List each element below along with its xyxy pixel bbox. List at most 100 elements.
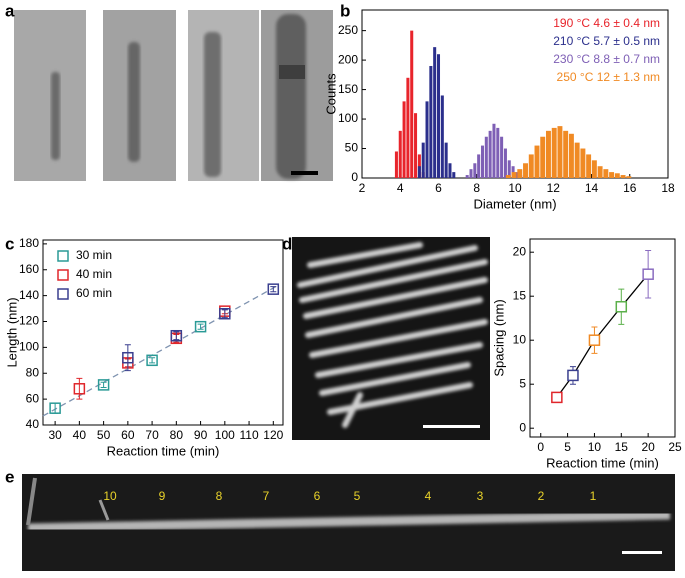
y-tick-label: 20 (513, 244, 527, 258)
histogram-bar (620, 175, 626, 178)
marker (170, 329, 183, 342)
marker (146, 354, 158, 367)
histogram-bar (614, 173, 620, 178)
micrographs-a (14, 10, 333, 181)
x-tick-label: 20 (641, 440, 655, 454)
histogram-bar (557, 126, 563, 178)
histogram-bar (473, 163, 477, 178)
marker (551, 391, 563, 404)
spot-label: 5 (354, 489, 361, 503)
marker (73, 383, 86, 395)
marker (122, 351, 134, 364)
y-tick-label: 50 (345, 141, 359, 155)
y-axis-label: Length (nm) (4, 297, 19, 367)
error-bar (76, 377, 83, 400)
marker (642, 268, 654, 280)
spot-label: 1 (590, 489, 597, 503)
legend-marker (57, 250, 69, 262)
y-tick-label: 160 (19, 262, 39, 276)
spot-label: 4 (425, 489, 432, 503)
x-tick-label: 80 (170, 428, 184, 442)
histogram-bar (414, 113, 418, 178)
y-tick-label: 180 (19, 236, 39, 250)
legend-entry: 30 min (76, 248, 112, 262)
x-tick-label: 2 (359, 181, 366, 195)
x-tick-label: 6 (435, 181, 442, 195)
y-tick-label: 140 (19, 288, 39, 302)
histogram-bar (511, 172, 517, 178)
y-tick-label: 250 (338, 23, 358, 37)
plot-frame (42, 239, 284, 426)
x-tick-label: 5 (564, 440, 571, 454)
x-tick-label: 18 (661, 181, 675, 195)
histogram-bar (444, 142, 448, 178)
legend-entry: 250 °C 12 ± 1.3 nm (557, 70, 660, 84)
error-bar (100, 381, 107, 388)
y-tick-label: 100 (338, 111, 358, 125)
histogram-bar (477, 154, 481, 178)
histogram-bar (484, 136, 488, 178)
histogram-bar (421, 142, 425, 178)
histogram-bar (480, 145, 484, 178)
micrograph-d (292, 237, 490, 440)
plot-frame (529, 238, 676, 438)
panel-label: d (282, 234, 292, 253)
histogram-bar (469, 169, 473, 178)
marker (615, 301, 628, 313)
histogram-bar (505, 175, 511, 178)
x-tick-label: 70 (145, 428, 159, 442)
x-tick-label: 40 (73, 428, 87, 442)
x-tick-label: 10 (588, 440, 602, 454)
histogram-bar (402, 101, 406, 178)
error-bar (124, 344, 131, 372)
histogram-bar (500, 136, 504, 178)
panel-label: c (5, 234, 14, 253)
histogram-bar (563, 130, 569, 178)
micrograph-e (22, 474, 675, 571)
y-tick-label: 150 (338, 82, 358, 96)
x-tick-label: 30 (48, 428, 62, 442)
marker (267, 283, 280, 295)
error-bar (221, 309, 228, 319)
x-axis-label: Reaction time (min) (107, 443, 220, 458)
y-tick-label: 10 (513, 332, 527, 346)
histogram-bar (511, 166, 515, 178)
histogram-bar (551, 127, 557, 178)
histogram-bar (580, 148, 586, 178)
x-tick-label: 25 (668, 440, 682, 454)
marker (49, 402, 61, 414)
y-tick-label: 15 (513, 288, 527, 302)
histogram-bar (425, 101, 429, 178)
y-tick-label: 5 (519, 376, 526, 390)
x-tick-label: 60 (121, 428, 135, 442)
y-tick-label: 40 (26, 417, 40, 431)
x-axis-label: Reaction time (min) (546, 455, 659, 470)
error-bar (197, 323, 204, 330)
marker (567, 369, 579, 382)
x-tick-label: 100 (215, 428, 235, 442)
x-tick-label: 110 (239, 428, 258, 442)
marker (588, 334, 601, 346)
histogram-bar (597, 166, 603, 178)
legend-marker (57, 269, 69, 281)
histogram-bar (540, 136, 546, 178)
histogram-bar (503, 148, 507, 178)
x-tick-label: 50 (97, 428, 111, 442)
legend-entry: 190 °C 4.6 ± 0.4 nm (553, 16, 660, 30)
histogram-bar (465, 175, 469, 178)
histogram-bar (574, 142, 580, 178)
histogram-bar (417, 166, 421, 178)
y-tick-label: 60 (26, 391, 40, 405)
spot-label: 9 (159, 489, 166, 503)
histogram-bar (492, 123, 496, 178)
histogram-bar (394, 151, 398, 178)
histogram-bar (523, 163, 528, 178)
y-tick-label: 100 (19, 340, 39, 354)
histogram-bar (448, 163, 452, 178)
x-tick-label: 10 (508, 181, 522, 195)
panel-label: b (340, 1, 350, 20)
histogram-bar (534, 145, 540, 178)
histogram-bar (429, 66, 433, 178)
y-axis-label: Spacing (nm) (491, 299, 506, 376)
